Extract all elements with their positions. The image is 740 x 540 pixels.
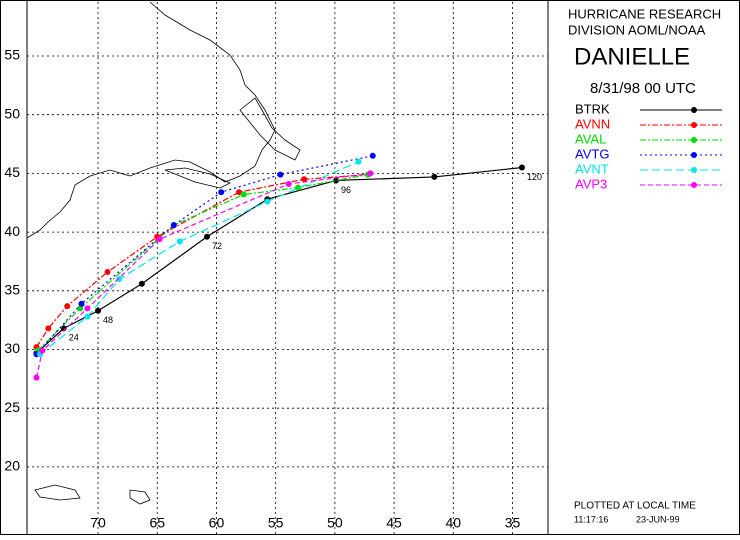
track-line <box>36 155 373 355</box>
header-line: DIVISION AOML/NOAA <box>568 22 706 37</box>
hour-label: 96 <box>341 185 351 195</box>
chart-subtitle: 8/31/98 00 UTC <box>590 80 696 97</box>
track-point <box>367 170 374 177</box>
y-tick-label: 40 <box>4 223 20 239</box>
track-line <box>37 173 369 352</box>
header-line: HURRICANE RESEARCH <box>568 6 721 21</box>
track-point <box>95 307 102 314</box>
legend-label: AVNN <box>575 116 610 131</box>
track-line <box>35 173 369 348</box>
y-tick-label: 20 <box>4 458 20 474</box>
track-point <box>138 280 145 287</box>
track-point <box>39 347 46 354</box>
legend-marker <box>691 182 697 188</box>
legend-marker <box>691 152 697 158</box>
footer-date: 23-JUN-99 <box>636 514 680 524</box>
track-point <box>78 300 85 307</box>
legend-label: AVNT <box>575 161 609 176</box>
legend-marker <box>691 122 697 128</box>
footer-note: PLOTTED AT LOCAL TIME <box>574 501 696 512</box>
track-point <box>116 276 123 283</box>
y-tick-label: 25 <box>4 399 20 415</box>
track-point <box>84 305 91 312</box>
footer-time: 11:17:16 <box>574 514 608 524</box>
track-point <box>77 305 84 312</box>
y-tick-label: 35 <box>4 282 20 298</box>
track-line <box>35 172 371 378</box>
legend-marker <box>691 167 697 173</box>
legend-label: AVP3 <box>575 176 607 191</box>
track-point <box>301 176 308 183</box>
track-point <box>295 184 302 191</box>
legend-label: AVTG <box>575 146 609 161</box>
track-point <box>333 177 340 184</box>
track-point <box>33 374 40 381</box>
track-point <box>285 180 292 187</box>
track-point <box>218 189 225 196</box>
track-point <box>355 158 362 165</box>
track-point <box>277 171 284 178</box>
track-point <box>264 198 271 205</box>
hour-label: 120 <box>527 172 542 182</box>
track-point <box>240 191 247 198</box>
legend-label: AVAL <box>575 131 606 146</box>
track-line <box>39 161 359 355</box>
hour-label: 72 <box>212 241 222 251</box>
coastline <box>26 1 301 505</box>
track-point <box>156 236 163 243</box>
track-point <box>369 152 376 159</box>
hour-label: 24 <box>69 333 79 343</box>
track-point <box>235 189 242 196</box>
track-point <box>176 238 183 245</box>
y-tick-label: 30 <box>4 340 20 356</box>
track-point <box>203 233 210 240</box>
track-point <box>64 303 71 310</box>
track-point <box>104 269 111 276</box>
legend-marker <box>691 137 697 143</box>
chart-title: DANIELLE <box>574 43 690 70</box>
hour-label: 48 <box>103 315 113 325</box>
legend-marker <box>691 107 697 113</box>
track-point <box>170 222 177 229</box>
legend-label: BTRK <box>575 101 610 116</box>
y-tick-label: 55 <box>4 47 20 63</box>
track-point <box>84 313 91 320</box>
track-point <box>518 164 525 171</box>
track-point <box>45 325 52 332</box>
track-point <box>431 173 438 180</box>
y-tick-label: 45 <box>4 164 20 180</box>
y-tick-label: 50 <box>4 105 20 121</box>
